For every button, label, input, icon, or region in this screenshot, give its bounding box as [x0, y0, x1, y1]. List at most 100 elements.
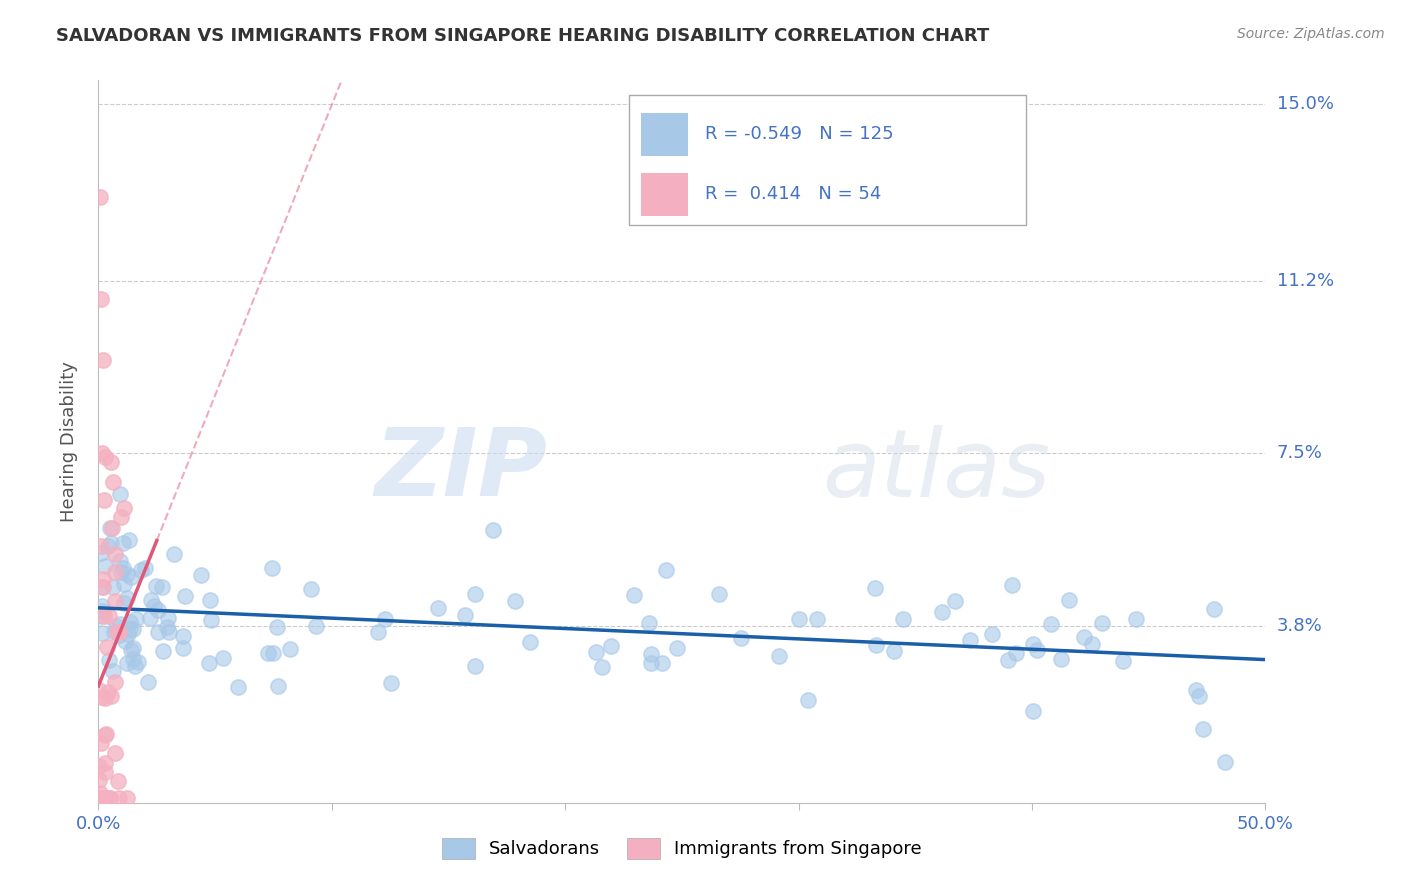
Point	[1215, 755, 1237, 769]
Point	[96, 640, 118, 654]
Point	[980, 627, 1002, 641]
Text: Source: ZipAtlas.com: Source: ZipAtlas.com	[1237, 27, 1385, 41]
Point	[90, 609, 112, 624]
Point	[108, 553, 131, 567]
Point	[380, 676, 402, 690]
Point	[481, 523, 503, 537]
Point	[1204, 601, 1226, 615]
Point	[640, 657, 662, 671]
Point	[110, 565, 132, 579]
Y-axis label: Hearing Disability: Hearing Disability	[59, 361, 77, 522]
Point	[101, 580, 124, 594]
Point	[104, 594, 127, 608]
Point	[118, 623, 141, 637]
Point	[90, 540, 112, 554]
Point	[1112, 654, 1135, 668]
Point	[114, 634, 136, 648]
Point	[104, 675, 127, 690]
Text: 7.5%: 7.5%	[1277, 444, 1323, 462]
Point	[122, 622, 145, 636]
Point	[585, 644, 607, 658]
Point	[89, 190, 111, 204]
Point	[112, 596, 135, 610]
Point	[730, 631, 752, 645]
Point	[115, 656, 138, 670]
Text: R =  0.414   N = 54: R = 0.414 N = 54	[706, 186, 882, 203]
Point	[304, 619, 326, 633]
Point	[93, 791, 115, 805]
Point	[655, 563, 678, 577]
Point	[112, 536, 135, 550]
Point	[427, 601, 450, 615]
Point	[156, 620, 179, 634]
Point	[1040, 616, 1063, 631]
Point	[640, 647, 662, 661]
Point	[100, 455, 122, 469]
Point	[90, 546, 112, 560]
Point	[110, 509, 132, 524]
Point	[101, 475, 124, 489]
Text: SALVADORAN VS IMMIGRANTS FROM SINGAPORE HEARING DISABILITY CORRELATION CHART: SALVADORAN VS IMMIGRANTS FROM SINGAPORE …	[56, 27, 990, 45]
Point	[93, 609, 115, 624]
Point	[768, 648, 790, 663]
Point	[997, 653, 1019, 667]
Point	[367, 625, 389, 640]
Point	[104, 746, 127, 760]
Point	[97, 791, 120, 805]
Point	[93, 764, 115, 779]
Point	[90, 791, 112, 805]
Point	[299, 582, 322, 597]
Point	[863, 581, 886, 595]
Point	[374, 612, 396, 626]
Point	[797, 693, 820, 707]
Point	[112, 577, 135, 591]
Point	[105, 619, 128, 633]
Point	[120, 570, 142, 584]
Point	[150, 580, 173, 594]
Point	[278, 642, 301, 657]
Legend: Salvadorans, Immigrants from Singapore: Salvadorans, Immigrants from Singapore	[434, 830, 929, 866]
Point	[1073, 630, 1095, 644]
Point	[103, 624, 125, 639]
Point	[145, 580, 167, 594]
Point	[101, 521, 124, 535]
Point	[107, 627, 129, 641]
Point	[87, 683, 110, 698]
Point	[90, 626, 112, 640]
Point	[108, 624, 131, 639]
Point	[454, 608, 477, 623]
Point	[117, 627, 139, 641]
Point	[1021, 704, 1043, 718]
Point	[200, 593, 222, 607]
Bar	[641, 112, 688, 156]
Point	[637, 616, 659, 631]
Point	[91, 791, 114, 805]
Point	[172, 640, 194, 655]
Bar	[641, 173, 688, 216]
Point	[262, 647, 284, 661]
Point	[789, 612, 811, 626]
Point	[127, 655, 149, 669]
Point	[100, 689, 122, 703]
Point	[139, 611, 162, 625]
Point	[591, 660, 613, 674]
Point	[90, 791, 112, 805]
Point	[157, 611, 180, 625]
Point	[464, 658, 486, 673]
Point	[94, 727, 117, 741]
Point	[90, 293, 112, 307]
Point	[89, 791, 111, 805]
Point	[1005, 646, 1028, 660]
Point	[503, 594, 526, 608]
Text: 15.0%: 15.0%	[1277, 95, 1333, 112]
Point	[90, 580, 112, 594]
Point	[1184, 682, 1206, 697]
Point	[651, 656, 673, 670]
Point	[107, 774, 129, 789]
Point	[103, 664, 125, 678]
Point	[98, 791, 121, 805]
Point	[91, 604, 114, 618]
Point	[1191, 723, 1213, 737]
Point	[190, 568, 212, 582]
Point	[93, 492, 115, 507]
